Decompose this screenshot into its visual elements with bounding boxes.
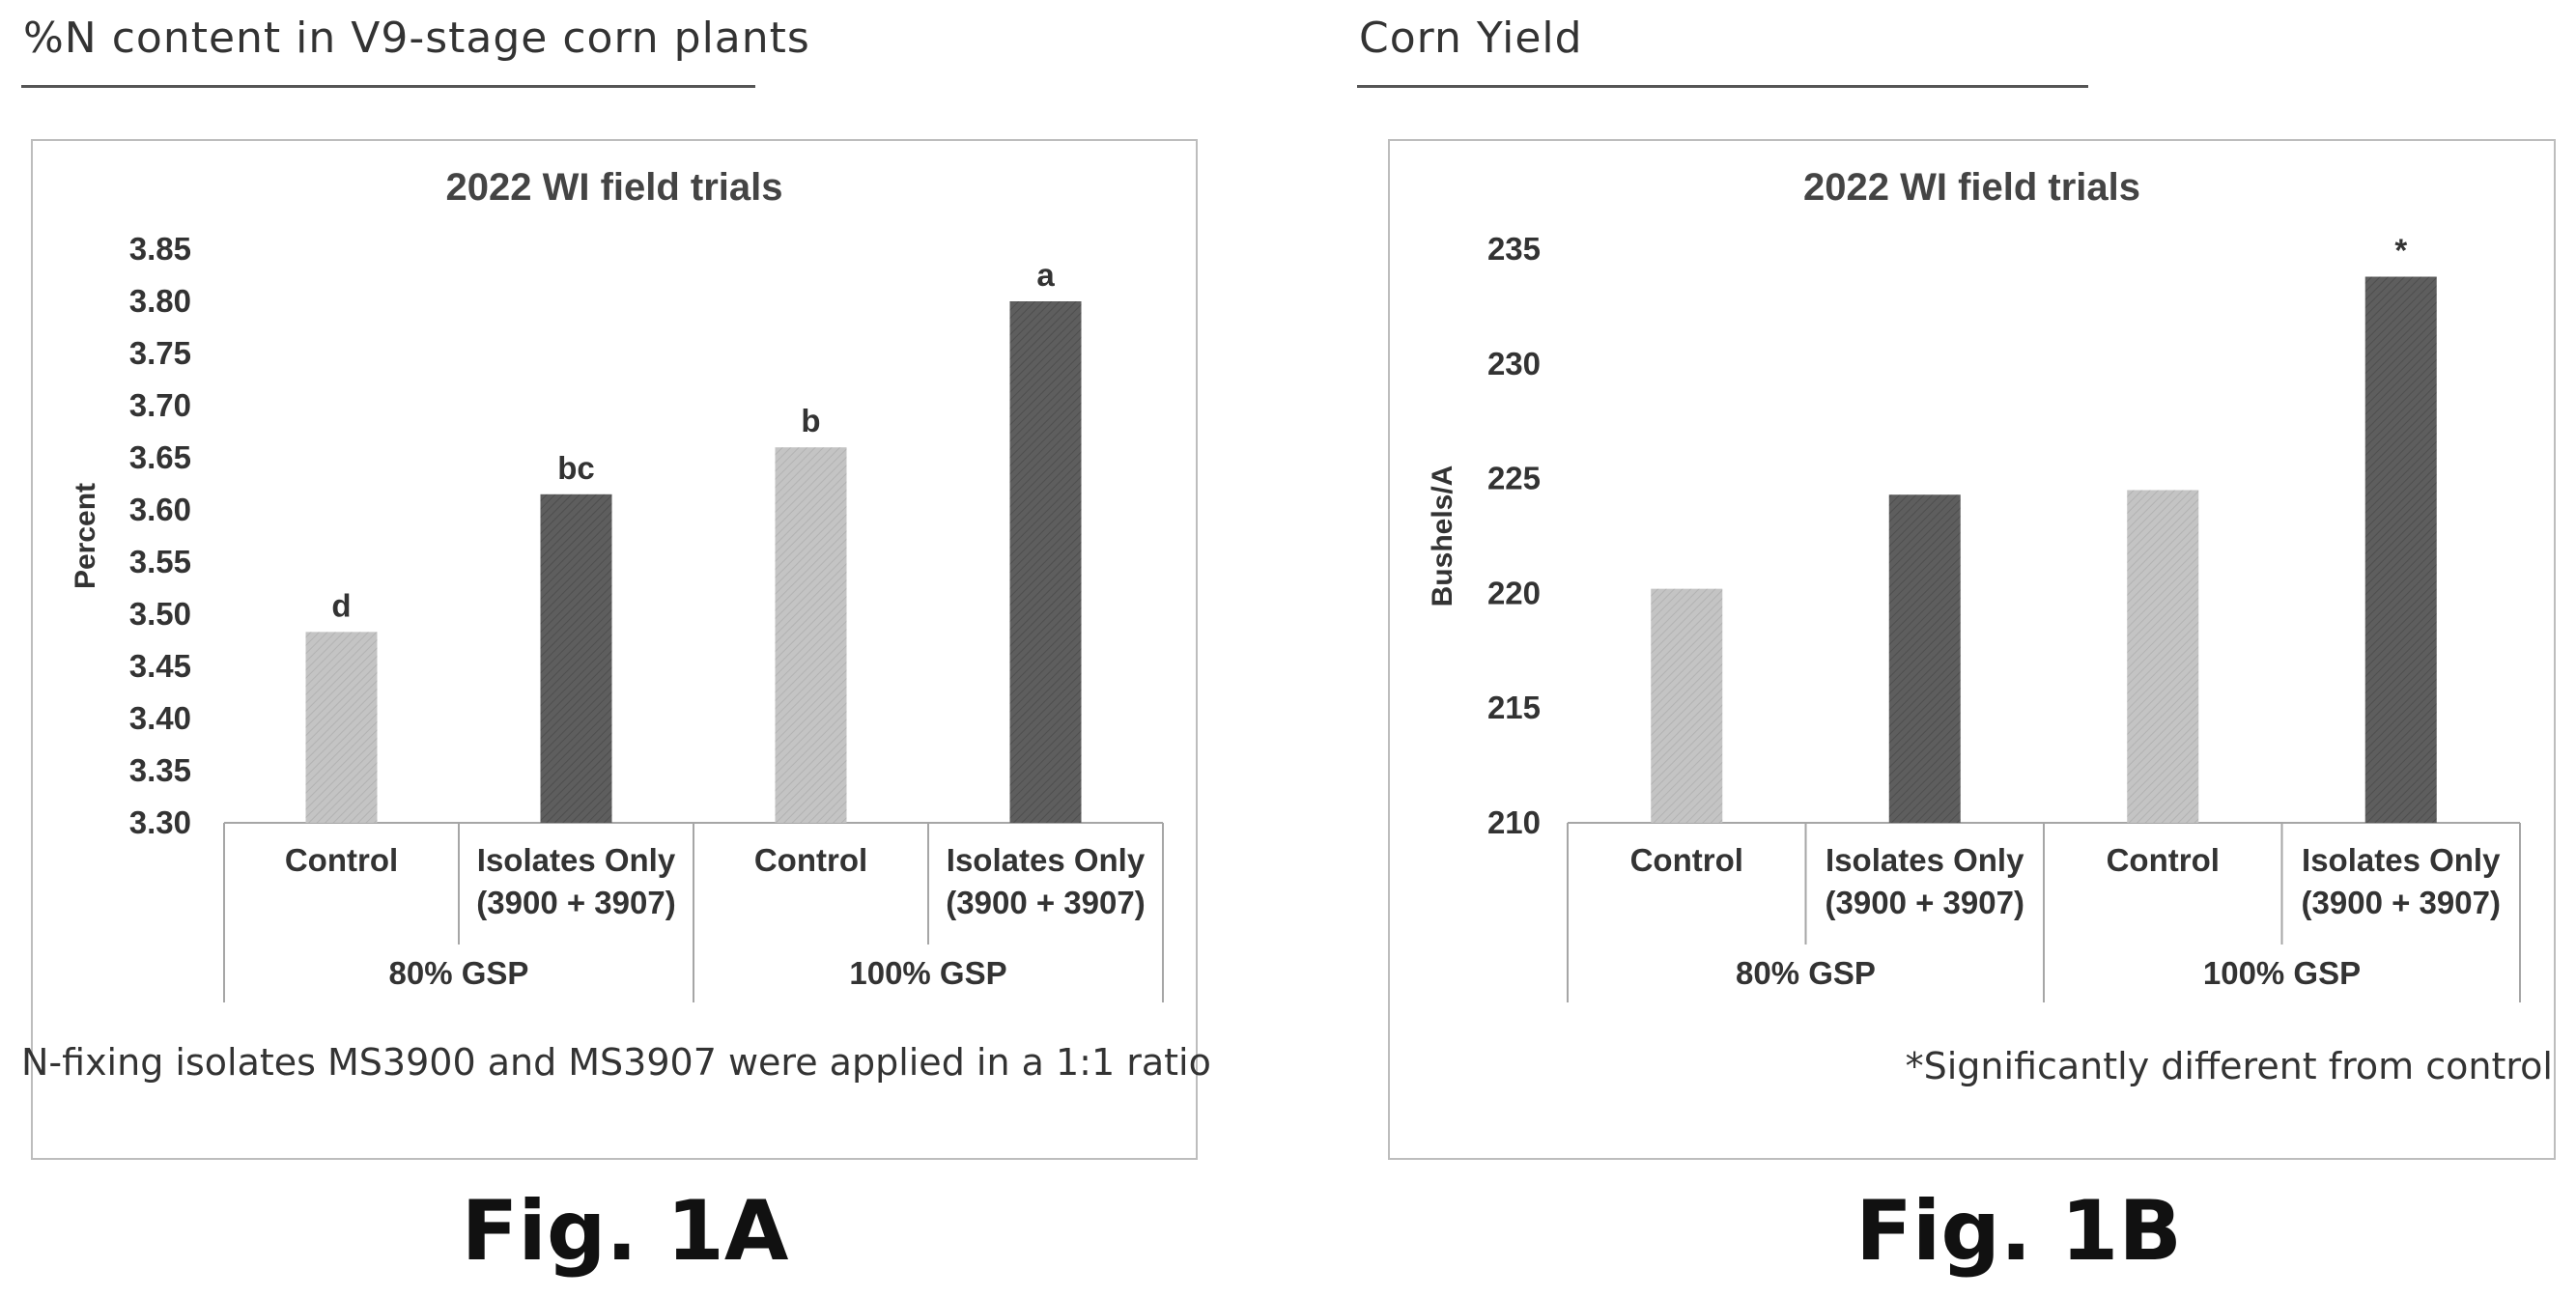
y-tick-label: 3.45	[129, 648, 191, 684]
category-label: Control	[1630, 842, 1743, 878]
bar-data-label: b	[801, 403, 820, 438]
bar-isolates	[540, 493, 612, 823]
y-tick-label: 3.50	[129, 596, 191, 632]
bar-isolates	[1009, 301, 1082, 823]
y-tick-label: 3.70	[129, 387, 191, 423]
panel-heading: %N content in V9-stage corn plants	[23, 14, 810, 63]
figure-label: Fig. 1B	[1855, 1183, 2182, 1280]
y-tick-label: 3.85	[129, 231, 191, 267]
y-tick-label: 220	[1487, 575, 1541, 610]
chart-title: 2022 WI field trials	[445, 166, 782, 209]
chart-frame	[31, 139, 1198, 1160]
y-tick-label: 3.35	[129, 752, 191, 788]
y-tick-label: 225	[1487, 461, 1541, 496]
panel-heading: Corn Yield	[1359, 14, 1583, 63]
group-label: 100% GSP	[849, 955, 1006, 991]
category-label: Isolates Only	[1826, 842, 2024, 878]
y-tick-label: 215	[1487, 690, 1541, 725]
y-tick-label: 3.30	[129, 804, 191, 840]
bar-isolates	[1888, 494, 1961, 823]
heading-underline	[1357, 85, 2088, 88]
chart-frame	[1388, 139, 2556, 1160]
y-tick-label: 3.55	[129, 544, 191, 579]
category-label: Isolates Only	[947, 842, 1146, 878]
category-label: (3900 + 3907)	[476, 885, 675, 920]
category-label: (3900 + 3907)	[2302, 885, 2501, 920]
corn-yield-chart: 2022 WI field trials 210 215 220 225 230 235 Bu…	[1388, 139, 2556, 1160]
bar-data-label: bc	[557, 450, 595, 486]
figure-panel-b: Corn Yield 2022 WI field trials 210 215 220…	[1288, 0, 2576, 1297]
category-label: Isolates Only	[477, 842, 676, 878]
group-label: 80% GSP	[389, 955, 529, 991]
group-label: 80% GSP	[1736, 955, 1876, 991]
bar-data-label: *	[2394, 233, 2407, 268]
bar-data-label: a	[1036, 257, 1055, 293]
y-tick-label: 3.65	[129, 439, 191, 475]
category-label: (3900 + 3907)	[946, 885, 1145, 920]
category-label: Control	[285, 842, 398, 878]
y-tick-label: 3.75	[129, 335, 191, 371]
group-label: 100% GSP	[2203, 955, 2361, 991]
y-tick-label: 3.60	[129, 492, 191, 527]
chart-title: 2022 WI field trials	[1803, 166, 2140, 209]
category-label: (3900 + 3907)	[1826, 885, 2024, 920]
bar-control	[1651, 588, 1723, 823]
y-tick-label: 3.40	[129, 700, 191, 736]
nitrogen-content-chart: 2022 WI field trials 3.30 3.35 3.40 3.45 3.50…	[31, 139, 1198, 1160]
figure-note: *Significantly different from control	[1905, 1045, 2553, 1087]
figure-panel-a: %N content in V9-stage corn plants 2022 …	[21, 14, 1211, 1280]
bar-control	[775, 447, 847, 823]
bar-control	[305, 632, 378, 823]
figure-note: N-fixing isolates MS3900 and MS3907 were…	[21, 1041, 1211, 1084]
bar-control	[2127, 490, 2199, 823]
y-axis-label: Percent	[70, 483, 101, 589]
heading-underline	[21, 85, 755, 88]
figure-label: Fig. 1A	[461, 1183, 789, 1280]
bar-data-label: d	[331, 587, 351, 623]
y-tick-label: 235	[1487, 231, 1541, 267]
bar-isolates	[2364, 276, 2437, 824]
category-label: Isolates Only	[2302, 842, 2501, 878]
y-tick-label: 210	[1487, 804, 1541, 840]
category-label: Control	[754, 842, 867, 878]
y-tick-label: 230	[1487, 346, 1541, 381]
y-tick-label: 3.80	[129, 283, 191, 319]
category-label: Control	[2107, 842, 2220, 878]
y-axis-label: Bushels/A	[1427, 465, 1458, 607]
